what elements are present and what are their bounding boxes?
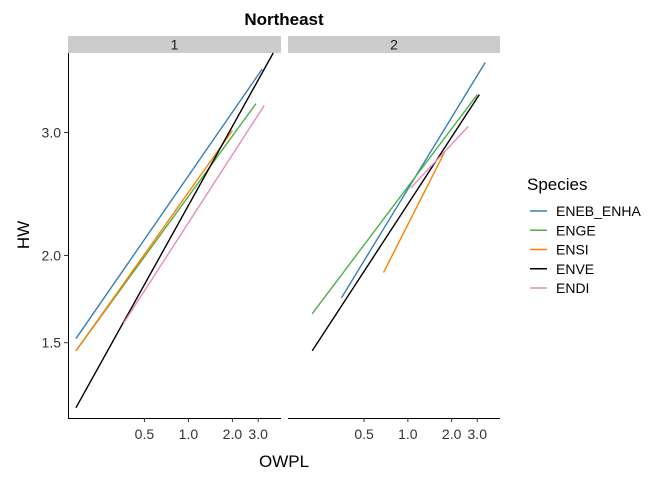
x-tick-label: 1.0 [179,426,199,442]
series-line-ensi [75,130,233,352]
facet-strip-2 [288,36,500,53]
y-tick-label: 3.0 [42,125,62,141]
series-line-enge [311,94,478,315]
x-tick-label: 3.0 [468,426,488,442]
facet-strip-label-1: 1 [171,37,179,53]
chart-title: Northeast [244,10,324,29]
facet-strip-1 [68,36,281,53]
series-line-eneb-enha [75,68,263,340]
facet-panel-2: 2 0.5 1.0 2.0 3.0 [288,36,500,442]
y-tick-label: 1.5 [42,335,62,351]
series-line-enve [311,94,480,352]
y-axis-title: HW [14,221,33,249]
facet-2-series [311,62,486,352]
x-tick-label: 0.5 [354,426,374,442]
series-line-ensi [382,150,446,273]
facet-1-series [75,52,274,409]
series-line-endi [410,126,469,189]
facet-panel-1: 1 0.5 1.0 2.0 3.0 [68,36,281,442]
series-line-endi [123,105,265,324]
series-line-enve [75,52,274,409]
legend-label: ENSI [556,242,589,258]
facet-2-x-ticks: 0.5 1.0 2.0 3.0 [354,418,487,442]
legend-label: ENDI [556,280,589,296]
legend-label: ENGE [556,222,596,238]
x-tick-label: 1.0 [398,426,418,442]
legend: Species ENEB_ENHA ENGE ENSI ENVE ENDI [527,175,641,296]
y-tick-label: 2.0 [42,247,62,263]
x-tick-label: 0.5 [135,426,155,442]
x-tick-label: 2.0 [442,426,462,442]
facet-1-x-ticks: 0.5 1.0 2.0 3.0 [135,418,268,442]
legend-title: Species [527,175,587,194]
x-tick-label: 2.0 [223,426,243,442]
x-tick-label: 3.0 [248,426,268,442]
x-axis-title: OWPL [259,452,309,471]
legend-label: ENEB_ENHA [556,203,641,219]
y-axis-ticks: 1.5 2.0 3.0 [42,125,68,351]
facet-strip-label-2: 2 [390,37,398,53]
legend-label: ENVE [556,261,594,277]
